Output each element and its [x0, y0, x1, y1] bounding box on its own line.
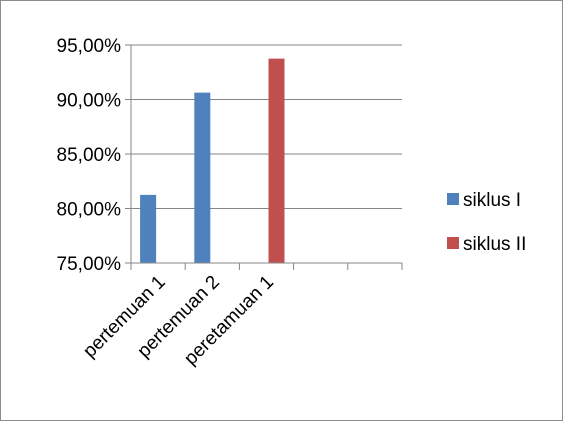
bars	[140, 58, 285, 264]
legend-label: siklus I	[463, 190, 521, 211]
legend-swatch	[447, 237, 459, 249]
axes	[125, 44, 403, 270]
y-tick-label: 85,00%	[57, 145, 122, 166]
legend-swatch	[447, 193, 459, 205]
bar	[268, 58, 285, 263]
bar	[194, 92, 211, 264]
gridlines	[131, 44, 402, 209]
y-tick-label: 80,00%	[57, 200, 122, 221]
bar	[140, 194, 157, 263]
y-tick-label: 75,00%	[57, 254, 122, 275]
y-tick-label: 95,00%	[57, 36, 122, 57]
legend-label: siklus II	[463, 234, 526, 255]
y-tick-label: 90,00%	[57, 91, 122, 112]
y-tick-labels: 75,00% 80,00% 85,00% 90,00% 95,00%	[57, 36, 122, 275]
legend: siklus I siklus II	[447, 190, 526, 255]
